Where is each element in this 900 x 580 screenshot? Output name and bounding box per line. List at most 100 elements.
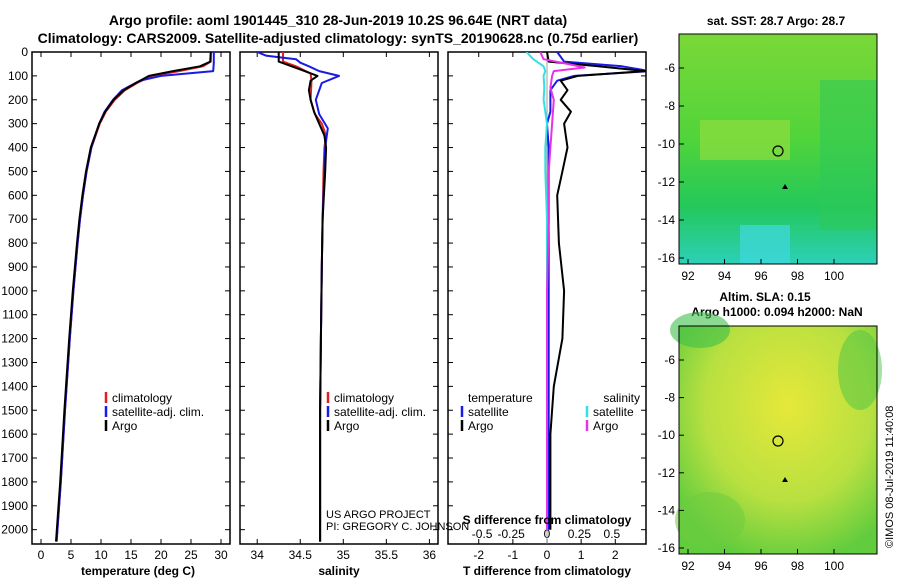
map-y-tick-label: -14 <box>658 503 676 517</box>
sla-map-title-line2: Argo h1000: 0.094 h2000: NaN <box>691 305 862 319</box>
map-y-tick-label: -8 <box>664 99 675 113</box>
temperature-x-ticks: 0 5 10 15 20 25 30 <box>32 51 230 562</box>
depth-tick-label: 1800 <box>1 475 28 489</box>
map-x-tick-label: 94 <box>718 269 732 283</box>
salinity-x-ticks: 34 34.5 35 35.5 36 <box>240 51 438 562</box>
legend-label-argo: Argo <box>112 419 138 433</box>
depth-tick-label: 700 <box>8 212 28 226</box>
sla-map-frame <box>678 325 878 555</box>
temperature-panel: 0 5 10 15 20 25 30 temperature (deg C) climato… <box>31 51 231 578</box>
argo-location-marker <box>772 435 784 447</box>
x-tick-label: 35 <box>337 548 351 562</box>
depth-tick-label: 600 <box>8 188 28 202</box>
x-tick-label: 10 <box>94 548 108 562</box>
map-y-tick-label: -12 <box>658 466 676 480</box>
x-tick-label: 15 <box>124 548 138 562</box>
sla-low-patch <box>670 312 730 348</box>
map-x-tick-label: 100 <box>824 559 844 573</box>
x-tick-label: -2 <box>473 548 484 562</box>
map-y-tick-label: -6 <box>664 353 675 367</box>
legend-label-s-satellite: satellite <box>593 405 634 419</box>
salinity-frame <box>239 51 439 545</box>
x-tick-label: 34 <box>251 548 265 562</box>
x-tick-label: 2 <box>612 548 619 562</box>
sla-low-patch <box>675 492 745 548</box>
imos-credit: ©IMOS 08-Jul-2019 11:40:08 <box>884 406 896 548</box>
map-x-tick-label: 92 <box>681 269 695 283</box>
map-x-tick-label: 96 <box>754 269 768 283</box>
pi-credit: PI: GREGORY C. JOHNSON <box>326 521 469 533</box>
map-y-tick-label: -16 <box>658 251 676 265</box>
map-y-tick-label: -8 <box>664 391 675 405</box>
sst-map-frame <box>678 33 878 265</box>
depth-tick-label: 1200 <box>1 332 28 346</box>
sst-map: sat. SST: 28.7 Argo: 28.7 -6-8-10-12-14-… <box>658 14 878 283</box>
figure-title-line2: Climatology: CARS2009. Satellite-adjuste… <box>38 30 639 46</box>
x-tick-label: 25 <box>184 548 198 562</box>
sst-map-title: sat. SST: 28.7 Argo: 28.7 <box>707 14 846 28</box>
sla-map: Altim. SLA: 0.15 Argo h1000: 0.094 h2000… <box>658 290 882 573</box>
map-y-tick-label: -6 <box>664 61 675 75</box>
t-difference-axis-label: T difference from climatology <box>463 564 631 578</box>
map-x-tick-label: 94 <box>718 559 732 573</box>
map-x-tick-label: 100 <box>824 269 844 283</box>
map-y-tick-label: -16 <box>658 541 676 555</box>
depth-tick-label: 1600 <box>1 427 28 441</box>
map-x-tick-label: 98 <box>791 269 805 283</box>
map-x-tick-label: 96 <box>754 559 768 573</box>
salinity-lines <box>256 52 340 542</box>
s-x-tick-label: -0.25 <box>497 527 525 541</box>
depth-tick-label: 100 <box>8 69 28 83</box>
series-line-s-argo <box>539 52 586 530</box>
sla-map-title-line1: Altim. SLA: 0.15 <box>719 290 811 304</box>
difference-lines <box>525 52 646 530</box>
depth-tick-label: 800 <box>8 236 28 250</box>
x-tick-label: 0 <box>38 548 45 562</box>
s-x-tick-label: 0.25 <box>568 527 592 541</box>
depth-tick-label: 1500 <box>1 403 28 417</box>
map-y-tick-label: -10 <box>658 428 676 442</box>
legend-label-climatology: climatology <box>334 391 394 405</box>
x-tick-label: 20 <box>154 548 168 562</box>
sst-map-x-ticks: 92 94 96 98 100 <box>681 259 844 283</box>
series-line-satellite <box>55 52 215 542</box>
map-y-tick-label: -14 <box>658 213 676 227</box>
legend-title-temperature: temperature <box>468 391 533 405</box>
sst-cool-patch <box>700 120 790 160</box>
depth-tick-label: 1400 <box>1 379 28 393</box>
legend-label-satellite: satellite-adj. clim. <box>334 405 426 419</box>
series-line-t-satellite <box>546 52 646 530</box>
x-tick-label: 36 <box>423 548 437 562</box>
depth-tick-label: 2000 <box>1 523 28 537</box>
temperature-lines <box>55 52 215 542</box>
legend-label-satellite: satellite-adj. clim. <box>112 405 204 419</box>
depth-tick-label: 300 <box>8 117 28 131</box>
map-x-tick-label: 92 <box>681 559 695 573</box>
depth-tick-label: 1000 <box>1 284 28 298</box>
s-x-tick-label: 0.5 <box>604 527 621 541</box>
difference-legend-salinity: salinity satellite Argo <box>585 391 640 433</box>
depth-tick-label: 1300 <box>1 355 28 369</box>
x-tick-label: 5 <box>68 548 75 562</box>
sla-map-x-ticks: 92 94 96 98 100 <box>681 549 844 573</box>
depth-tick-label: 900 <box>8 260 28 274</box>
salinity-legend: climatology satellite-adj. clim. Argo <box>326 391 426 433</box>
depth-axis-labels: 0 100 200 300 400 500 600 700 800 900 1000 1100 1200… <box>1 45 28 537</box>
x-tick-label: -1 <box>508 548 519 562</box>
s-x-tick-label: -0.5 <box>472 527 493 541</box>
legend-label-argo: Argo <box>334 419 360 433</box>
salinity-panel: 34 34.5 35 35.5 36 salinity climatology sate… <box>239 51 469 578</box>
legend-title-salinity: salinity <box>603 391 640 405</box>
x-tick-label: 30 <box>214 548 228 562</box>
project-credit: US ARGO PROJECT <box>326 509 431 521</box>
legend-label-t-satellite: satellite <box>468 405 509 419</box>
difference-legend-temperature: temperature satellite Argo <box>460 391 533 433</box>
map-y-tick-label: -12 <box>658 175 676 189</box>
map-x-tick-label: 98 <box>791 559 805 573</box>
difference-panel: -2 -1 0 1 2-0.5 -0.25 0 0.25 0.5 T difference fr… <box>447 51 647 578</box>
depth-tick-label: 200 <box>8 93 28 107</box>
sst-warm-patch <box>820 80 877 230</box>
series-line-s-satellite <box>525 52 548 530</box>
legend-label-s-argo: Argo <box>593 419 619 433</box>
